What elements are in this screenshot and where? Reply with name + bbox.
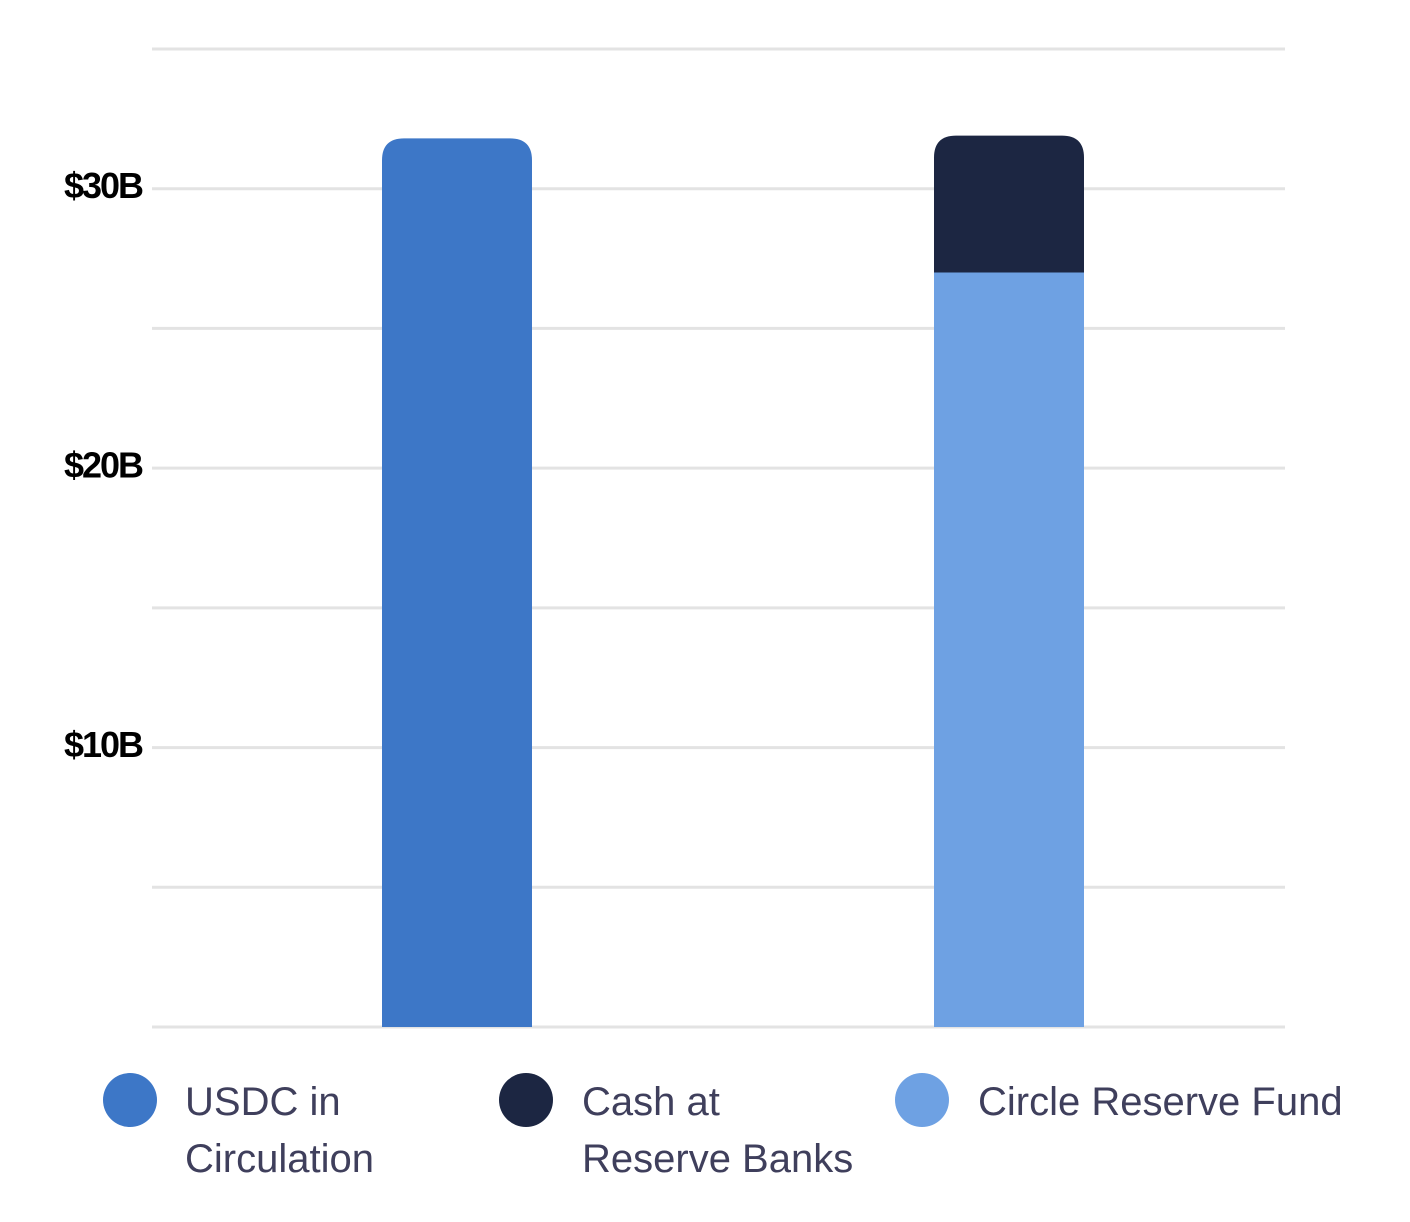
y-tick-label: $10B bbox=[64, 724, 143, 765]
bar-segment bbox=[934, 135, 1084, 273]
bar-segment bbox=[934, 272, 1084, 1027]
legend-label: Circle Reserve Fund bbox=[978, 1080, 1343, 1124]
y-tick-label: $20B bbox=[64, 445, 143, 486]
bar-segment bbox=[382, 138, 532, 1028]
legend-label: USDC in Circulation bbox=[185, 1080, 374, 1181]
legend-label: Cash at Reserve Banks bbox=[582, 1080, 854, 1181]
y-tick-label: $30B bbox=[64, 165, 143, 206]
legend-swatch bbox=[103, 1073, 157, 1127]
legend-swatch bbox=[499, 1073, 553, 1127]
legend-swatch bbox=[895, 1073, 949, 1127]
